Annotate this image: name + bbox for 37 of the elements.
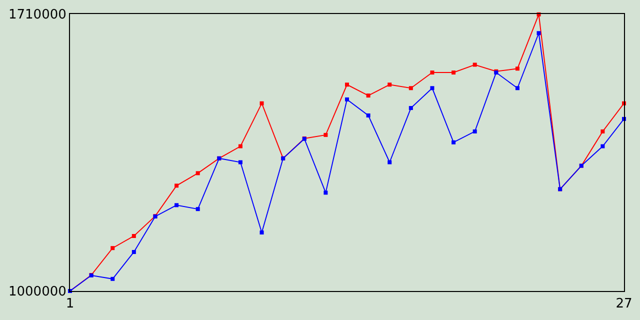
point: [388, 82, 392, 87]
x-tick-label: 1: [66, 296, 74, 312]
y-tick-label: 1000000: [8, 284, 66, 300]
point: [366, 113, 370, 118]
point: [452, 70, 456, 75]
point: [345, 97, 349, 102]
point: [472, 62, 477, 67]
point: [324, 190, 328, 195]
point: [600, 144, 605, 148]
point: [174, 203, 179, 208]
point: [174, 184, 179, 188]
point: [430, 86, 434, 90]
point: [388, 160, 392, 164]
point: [472, 129, 477, 134]
y-tick-label: 1710000: [8, 8, 66, 23]
point: [515, 66, 520, 71]
point: [132, 234, 136, 238]
point: [345, 82, 349, 87]
point: [366, 94, 370, 98]
point: [110, 246, 115, 250]
x-tick-label: 27: [616, 296, 632, 312]
point: [408, 86, 413, 90]
point: [238, 160, 242, 164]
point: [452, 140, 456, 144]
point: [324, 132, 328, 137]
point: [600, 129, 605, 134]
point: [260, 230, 264, 234]
point: [430, 70, 434, 75]
point: [110, 276, 115, 281]
point: [536, 31, 541, 36]
point: [515, 86, 520, 90]
point: [196, 171, 200, 176]
point: [408, 106, 413, 110]
point: [196, 207, 200, 212]
point: [132, 250, 136, 254]
point: [260, 101, 264, 106]
point: [238, 144, 242, 148]
